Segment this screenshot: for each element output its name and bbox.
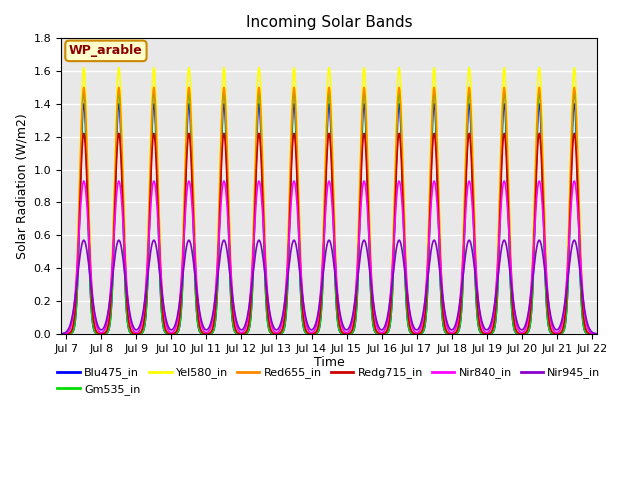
Redg715_in: [583, 328, 591, 334]
Redg715_in: [593, 331, 601, 337]
Gm535_in: [118, 177, 126, 182]
Nir945_in: [570, 237, 578, 243]
Red655_in: [150, 84, 158, 90]
Nir840_in: [150, 178, 158, 184]
Red655_in: [118, 151, 126, 156]
Title: Incoming Solar Bands: Incoming Solar Bands: [246, 15, 412, 30]
Nir945_in: [525, 307, 532, 313]
Red655_in: [286, 181, 294, 187]
Redg715_in: [525, 322, 532, 328]
Yel580_in: [583, 327, 591, 333]
Nir840_in: [263, 277, 271, 283]
Legend: Blu475_in, Gm535_in, Yel580_in, Red655_in, Redg715_in, Nir840_in, Nir945_in: Blu475_in, Gm535_in, Yel580_in, Red655_i…: [53, 363, 605, 399]
Blu475_in: [118, 184, 126, 190]
Y-axis label: Solar Radiation (W/m2): Solar Radiation (W/m2): [15, 113, 28, 259]
Gm535_in: [593, 331, 601, 337]
Yel580_in: [150, 65, 158, 71]
Redg715_in: [263, 292, 271, 298]
Text: WP_arable: WP_arable: [69, 44, 143, 58]
Red655_in: [593, 331, 601, 337]
Red655_in: [57, 331, 65, 337]
Yel580_in: [525, 319, 532, 325]
Gm535_in: [286, 213, 294, 219]
Nir840_in: [593, 331, 601, 336]
Yel580_in: [593, 331, 601, 337]
Nir840_in: [525, 310, 532, 316]
Line: Nir945_in: Nir945_in: [61, 240, 597, 334]
Red655_in: [263, 283, 271, 288]
Nir945_in: [263, 286, 271, 291]
Nir840_in: [286, 220, 294, 226]
Nir840_in: [583, 322, 591, 327]
Gm535_in: [583, 331, 591, 336]
Nir840_in: [57, 331, 65, 336]
Gm535_in: [263, 308, 271, 314]
Blu475_in: [525, 328, 532, 334]
Redg715_in: [286, 209, 294, 215]
Nir945_in: [118, 250, 126, 255]
Yel580_in: [286, 169, 294, 175]
X-axis label: Time: Time: [314, 356, 344, 369]
Yel580_in: [57, 331, 65, 337]
Blu475_in: [286, 219, 294, 225]
Nir840_in: [570, 178, 578, 184]
Blu475_in: [150, 101, 158, 107]
Gm535_in: [150, 90, 158, 96]
Nir945_in: [150, 237, 158, 243]
Yel580_in: [570, 65, 578, 71]
Yel580_in: [263, 279, 271, 285]
Nir945_in: [593, 331, 601, 336]
Nir945_in: [57, 331, 65, 336]
Nir945_in: [583, 317, 591, 323]
Yel580_in: [118, 136, 126, 142]
Line: Nir840_in: Nir840_in: [61, 181, 597, 334]
Red655_in: [525, 320, 532, 325]
Redg715_in: [118, 184, 126, 190]
Nir840_in: [118, 206, 126, 212]
Redg715_in: [150, 131, 158, 136]
Line: Blu475_in: Blu475_in: [61, 104, 597, 334]
Gm535_in: [525, 328, 532, 334]
Blu475_in: [593, 331, 601, 337]
Red655_in: [583, 328, 591, 334]
Blu475_in: [263, 309, 271, 315]
Gm535_in: [57, 331, 65, 337]
Blu475_in: [57, 331, 65, 337]
Line: Red655_in: Red655_in: [61, 87, 597, 334]
Gm535_in: [570, 89, 578, 95]
Blu475_in: [570, 101, 578, 107]
Line: Yel580_in: Yel580_in: [61, 68, 597, 334]
Blu475_in: [583, 331, 591, 336]
Line: Redg715_in: Redg715_in: [61, 133, 597, 334]
Redg715_in: [57, 331, 65, 337]
Nir945_in: [286, 256, 294, 262]
Red655_in: [570, 84, 578, 90]
Redg715_in: [570, 131, 578, 136]
Line: Gm535_in: Gm535_in: [61, 92, 597, 334]
